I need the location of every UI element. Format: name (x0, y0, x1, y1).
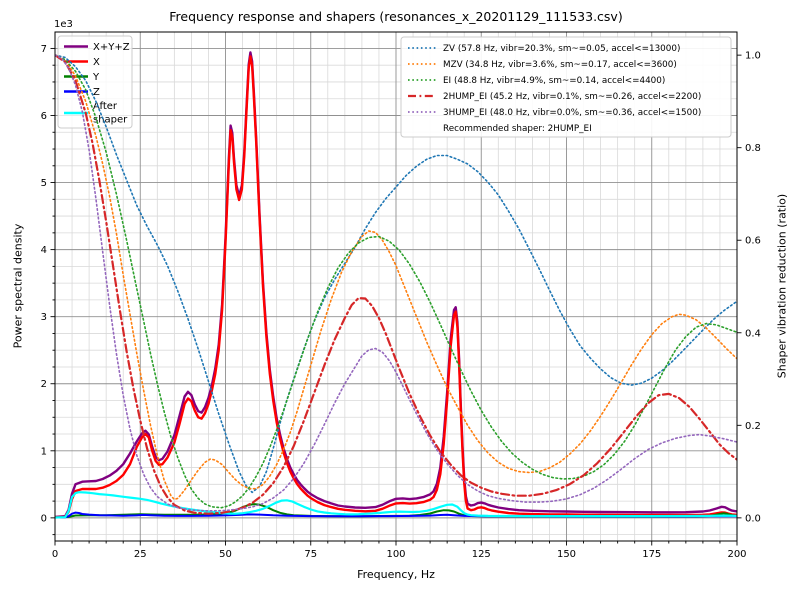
y-right-tick-label-0.2: 0.2 (745, 421, 761, 432)
x-tick-label-125: 125 (472, 549, 491, 560)
legend-right-label-ei: EI (48.8 Hz, vibr=4.9%, sm~=0.14, accel<… (443, 76, 665, 86)
series-zv (55, 54, 737, 494)
y-right-tick-label-0.6: 0.6 (745, 236, 761, 247)
series-after-shaper (55, 491, 737, 519)
y-axis-right-label: Shaper vibration reduction (ratio) (775, 193, 789, 379)
y-left-tick-label-7: 7 (41, 44, 47, 55)
legend-right-label-mzv: MZV (34.8 Hz, vibr=3.6%, sm~=0.17, accel… (443, 60, 677, 70)
shaper-series-group (55, 53, 737, 515)
y-left-tick-label-0: 0 (41, 513, 47, 524)
series-3hump_ei (55, 54, 737, 512)
legend-left: X+Y+Z XYZ After shaper (57, 35, 133, 129)
legend-left-label-after-shaper: After (93, 101, 118, 112)
series-mzv (55, 54, 737, 501)
y-left-tick-label-6: 6 (41, 111, 47, 122)
y-axis-offset-text: 1e3 (54, 19, 73, 30)
x-tick-label-25: 25 (134, 549, 147, 560)
y-right-tick-label-0.4: 0.4 (745, 328, 761, 339)
x-tick-label-75: 75 (304, 549, 317, 560)
legend-left-label-y: Y (92, 72, 100, 83)
x-tick-label-175: 175 (642, 549, 661, 560)
x-tick-label-50: 50 (219, 549, 232, 560)
psd-series-group (55, 51, 737, 519)
y-right-tick-label-0.0: 0.0 (745, 513, 761, 524)
y-left-tick-label-1: 1 (41, 446, 47, 457)
legend-left-label-x: X (93, 57, 100, 68)
series-2hump_ei (55, 53, 737, 515)
x-tick-label-150: 150 (557, 549, 576, 560)
legend-right-label-3hump_ei: 3HUMP_EI (48.0 Hz, vibr=0.0%, sm~=0.36, … (443, 108, 701, 118)
legend-left-label-after-shaper: shaper (93, 115, 128, 126)
x-axis-label: Frequency, Hz (357, 568, 435, 581)
legend-right-label-2hump_ei: 2HUMP_EI (45.2 Hz, vibr=0.1%, sm~=0.26, … (443, 92, 701, 102)
series-x (55, 55, 737, 519)
legend-right-label-zv: ZV (57.8 Hz, vibr=20.3%, sm~=0.05, accel… (443, 44, 680, 54)
y-left-tick-label-5: 5 (41, 178, 47, 189)
axis-ticks (50, 47, 742, 546)
x-tick-label-200: 200 (727, 549, 746, 560)
y-left-tick-label-2: 2 (41, 379, 47, 390)
y-left-tick-label-3: 3 (41, 312, 47, 323)
legend-right: ZV (57.8 Hz, vibr=20.3%, sm~=0.05, accel… (400, 36, 732, 138)
legend-left-label-z: Z (93, 87, 100, 98)
y-left-tick-label-4: 4 (41, 245, 47, 256)
legend-right-recommended-note: Recommended shaper: 2HUMP_EI (443, 124, 592, 134)
y-axis-left-label: Power spectral density (11, 223, 25, 349)
y-right-tick-label-1.0: 1.0 (745, 51, 761, 62)
x-tick-label-0: 0 (52, 549, 58, 560)
series-x+y+z (55, 51, 737, 519)
chart-title: Frequency response and shapers (resonanc… (169, 9, 623, 24)
x-tick-label-100: 100 (386, 549, 405, 560)
y-right-tick-label-0.8: 0.8 (745, 143, 761, 154)
series-ei (55, 54, 737, 509)
legend-left-label-x-y-z: X+Y+Z (93, 42, 130, 53)
